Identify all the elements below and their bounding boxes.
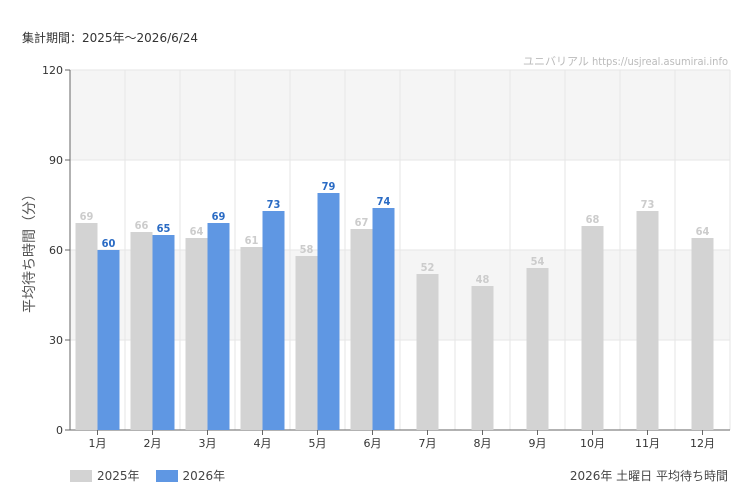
series-2026-data-label: 60	[102, 237, 116, 250]
series-2025-data-label: 67	[355, 216, 369, 229]
series-2026-data-label: 74	[377, 195, 391, 208]
series-2026-bar	[152, 235, 175, 430]
series-2026-data-label: 69	[212, 210, 226, 223]
x-tick-label: 5月	[309, 437, 327, 450]
x-tick-label: 4月	[254, 437, 272, 450]
x-tick-label: 9月	[529, 437, 547, 450]
series-2025-data-label: 73	[641, 198, 655, 211]
legend-swatch-2026	[155, 469, 178, 482]
series-2025-bar	[185, 238, 208, 430]
series-2025-bar	[526, 268, 549, 430]
series-2025-data-label: 66	[135, 219, 149, 232]
chart-legend: 2025年 2026年	[70, 467, 225, 484]
x-tick-label: 2月	[144, 437, 162, 450]
y-tick-label: 90	[49, 154, 63, 167]
x-tick-label: 8月	[474, 437, 492, 450]
series-2026-data-label: 79	[322, 180, 336, 193]
series-2025-data-label: 64	[190, 225, 204, 238]
series-2026-data-label: 73	[267, 198, 281, 211]
series-2026-data-label: 65	[157, 222, 171, 235]
series-2025-bar	[636, 211, 659, 430]
series-2025-data-label: 69	[80, 210, 94, 223]
series-2026-bar	[317, 193, 340, 430]
series-2025-data-label: 61	[245, 234, 259, 247]
collection-period: 集計期間：2025年～2026/6/24	[22, 31, 199, 45]
legend-label-2025: 2025年	[97, 469, 140, 483]
legend-swatch-2025	[70, 469, 92, 482]
series-2025-bar	[471, 286, 494, 430]
series-2025-data-label: 48	[476, 273, 490, 286]
y-tick-label: 0	[56, 424, 63, 437]
chart-caption: 2026年 土曜日 平均待ち時間	[569, 469, 728, 483]
series-2025-bar	[350, 229, 373, 430]
source-watermark: ユニバリアル https://usjreal.asumirai.info	[522, 55, 728, 68]
series-2025-bar	[75, 223, 98, 430]
x-tick-label: 12月	[690, 437, 715, 450]
y-tick-label: 60	[49, 244, 63, 257]
series-2025-data-label: 52	[421, 261, 435, 274]
series-2025-data-label: 68	[586, 213, 600, 226]
series-2026-bar	[97, 250, 120, 430]
legend-label-2026: 2026年	[182, 469, 226, 483]
series-2025-data-label: 54	[531, 255, 545, 268]
legend-item-2025[interactable]: 2025年	[70, 467, 140, 484]
series-2026-bar	[262, 211, 285, 430]
series-2025-bar	[416, 274, 439, 430]
series-2025-bar	[691, 238, 714, 430]
y-axis-title: 平均待ち時間（分）	[22, 187, 38, 313]
series-2025-bar	[295, 256, 318, 430]
x-tick-label: 10月	[580, 437, 605, 450]
series-2025-data-label: 64	[696, 225, 710, 238]
y-tick-label: 120	[42, 64, 63, 77]
series-2025-data-label: 58	[300, 243, 314, 256]
series-2025-bar	[240, 247, 263, 430]
x-tick-label: 7月	[419, 437, 437, 450]
legend-item-2026[interactable]: 2026年	[155, 467, 226, 484]
series-2025-bar	[130, 232, 153, 430]
x-tick-label: 11月	[635, 437, 660, 450]
x-tick-label: 1月	[89, 437, 107, 450]
series-2025-bar	[581, 226, 604, 430]
x-tick-label: 6月	[364, 437, 382, 450]
series-2026-bar	[207, 223, 230, 430]
x-tick-label: 3月	[199, 437, 217, 450]
series-2026-bar	[372, 208, 395, 430]
y-tick-label: 30	[49, 334, 63, 347]
